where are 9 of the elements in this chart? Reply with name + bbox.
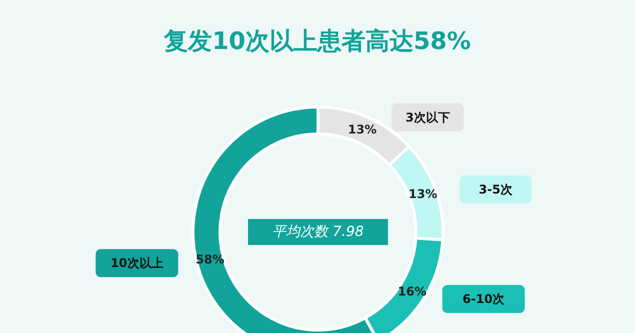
- chart-title: 复发10次以上患者高达58%: [163, 27, 471, 55]
- data-label: 13%: [408, 187, 438, 202]
- slice-label: 6-10次: [462, 292, 506, 306]
- slice-label: 10次以上: [110, 256, 164, 270]
- data-label: 16%: [398, 284, 427, 299]
- slice-label: 3次以下: [405, 110, 450, 124]
- slice-label: 3-5次: [478, 182, 514, 197]
- text: 平均次数 7.98: [272, 224, 364, 240]
- data-label: 13%: [348, 122, 377, 137]
